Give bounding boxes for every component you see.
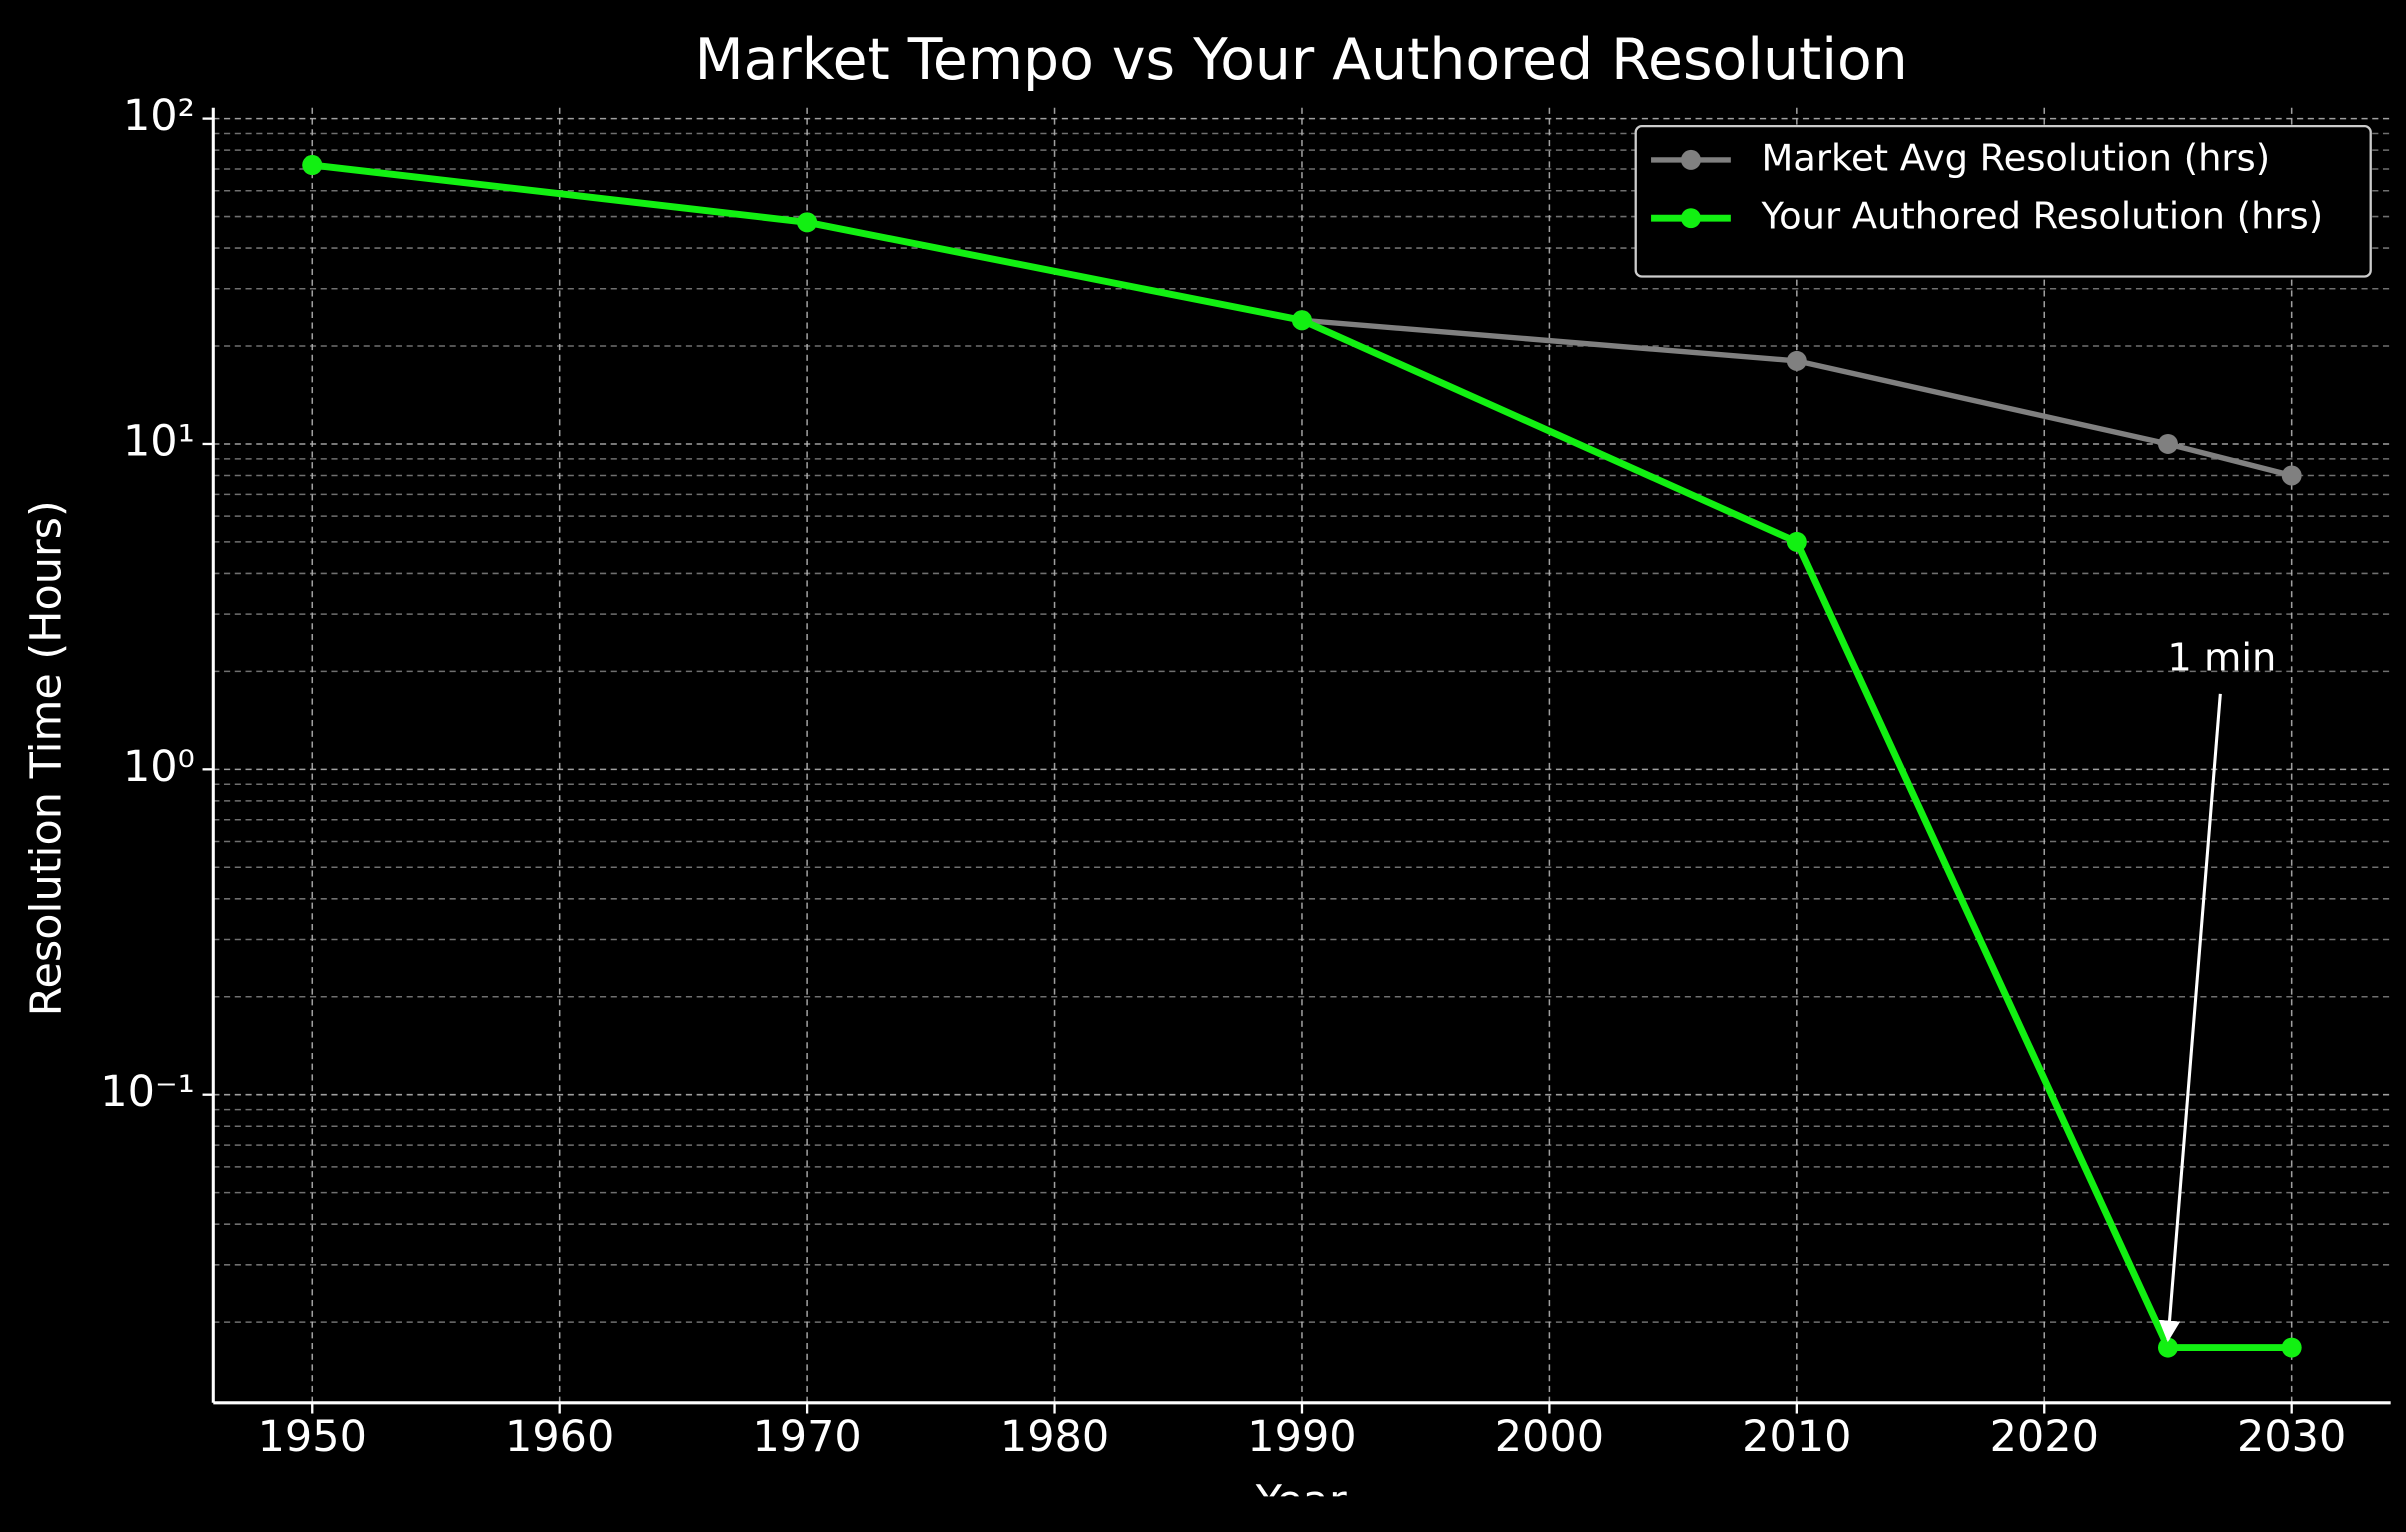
point [1291,310,1312,331]
x-tick-label: 1980 [1000,1412,1109,1462]
plot-area: 10⁻¹ 10⁰ 10¹ 10² 1950 1960 1970 1980 1990 2000 201… [100,91,2391,1462]
x-tick-label: 1950 [258,1412,367,1462]
x-tick-label: 1960 [505,1412,614,1462]
point [797,212,818,233]
point [1786,350,1807,371]
x-tick-label: 2000 [1495,1412,1604,1462]
annotation-text: 1 min [2167,636,2276,681]
point [2157,433,2178,454]
y-axis-label: Resolution Time (Hours) [22,500,72,1016]
legend-box [1634,124,2372,278]
point [1786,531,1807,552]
x-tick-label: 2030 [2237,1412,2346,1462]
annotation-arrow [2158,693,2222,1343]
legend-label: Your Authored Resolution (hrs) [1761,195,2324,238]
legend-label: Market Avg Resolution (hrs) [1762,136,2271,179]
point [302,155,323,175]
legend-marker [1680,149,1701,170]
y-tick-label: 10⁰ [123,742,195,792]
x-tick-label: 1990 [1247,1412,1356,1462]
x-tick-label: 1970 [752,1412,861,1462]
x-axis-label: Year [1255,1477,1347,1527]
chart-title: Market Tempo vs Your Authored Resolution [695,27,1908,93]
y-tick-label: 10² [123,91,195,141]
series-line [311,161,2292,1352]
y-tick-label: 10⁻¹ [100,1067,195,1117]
y-tick-label: 10¹ [123,416,195,466]
legend-marker [1680,208,1701,229]
point [2281,465,2302,486]
point [2157,1337,2178,1358]
point [2281,1337,2302,1358]
x-tick-label: 2020 [1990,1412,2099,1462]
x-tick-label: 2010 [1742,1412,1851,1462]
